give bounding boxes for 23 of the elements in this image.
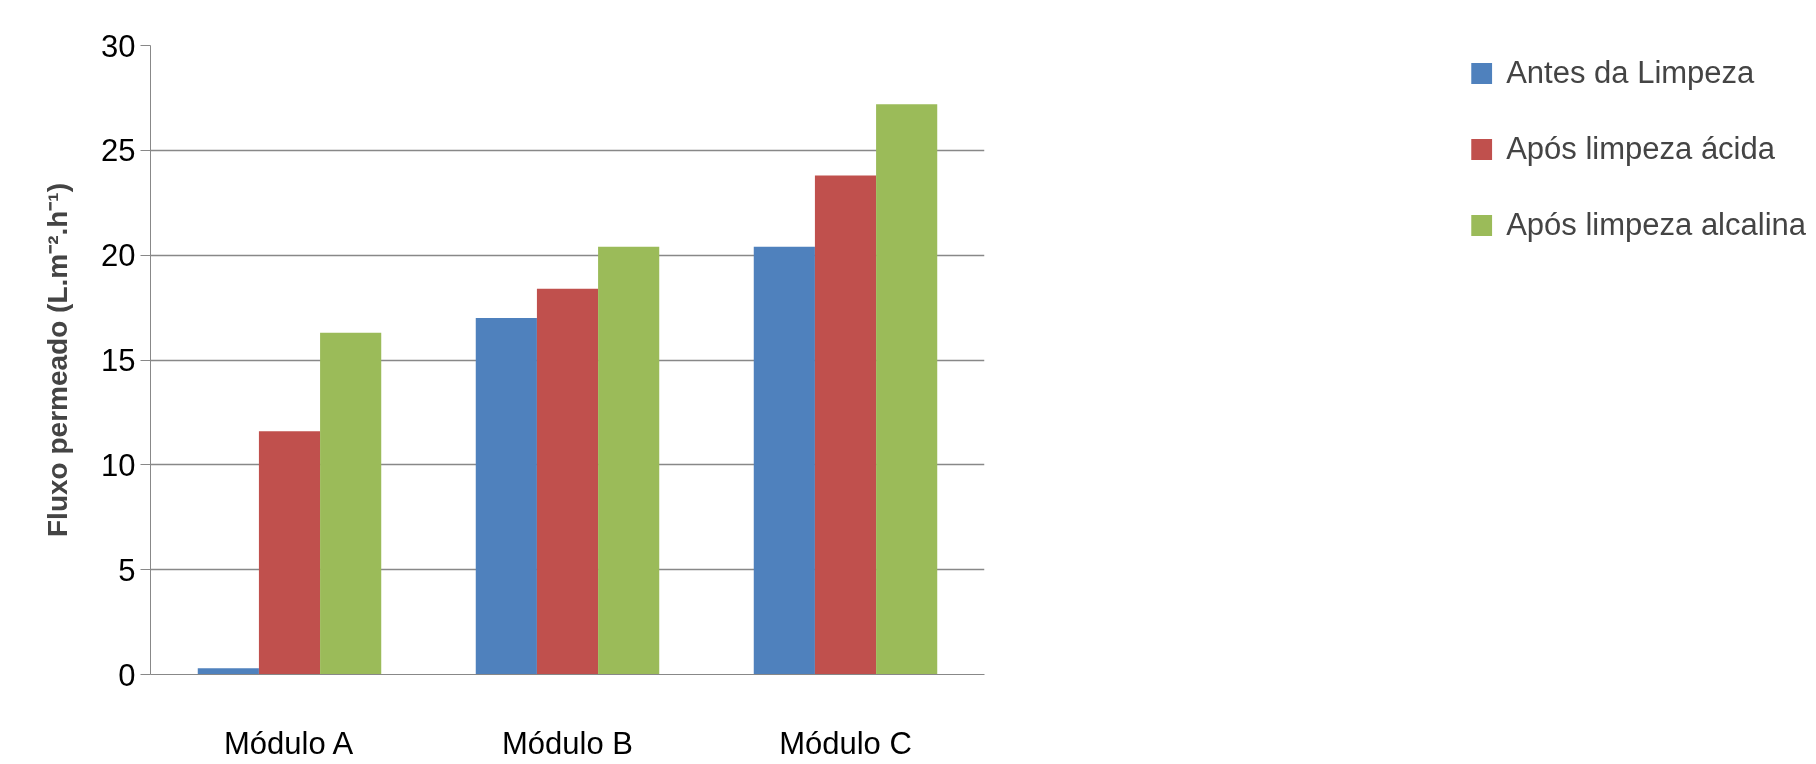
x-tick-label: Módulo B bbox=[502, 725, 633, 761]
x-tick-label: Módulo C bbox=[779, 725, 912, 761]
bar bbox=[197, 668, 259, 675]
bar bbox=[876, 104, 938, 675]
y-tick-label: 5 bbox=[118, 552, 136, 588]
bar bbox=[320, 332, 382, 675]
y-tick-label: 25 bbox=[101, 133, 136, 169]
bar bbox=[536, 288, 599, 675]
bar bbox=[814, 175, 877, 675]
legend-label: Após limpeza alcalina bbox=[1506, 207, 1806, 243]
bar bbox=[753, 246, 815, 675]
y-tick-label: 30 bbox=[101, 28, 136, 64]
y-axis-title: Fluxo permeado (L.m⁻².h⁻¹) bbox=[42, 183, 74, 537]
y-tick-label: 0 bbox=[118, 657, 136, 693]
bar bbox=[598, 246, 660, 675]
legend-label: Antes da Limpeza bbox=[1506, 55, 1755, 91]
bar bbox=[258, 431, 321, 675]
bar bbox=[475, 318, 537, 675]
legend-label: Após limpeza ácida bbox=[1506, 131, 1775, 167]
y-tick-label: 10 bbox=[101, 447, 136, 483]
y-tick-label: 20 bbox=[101, 238, 136, 274]
y-tick-label: 15 bbox=[101, 343, 136, 378]
x-tick-label: Módulo A bbox=[224, 725, 354, 761]
